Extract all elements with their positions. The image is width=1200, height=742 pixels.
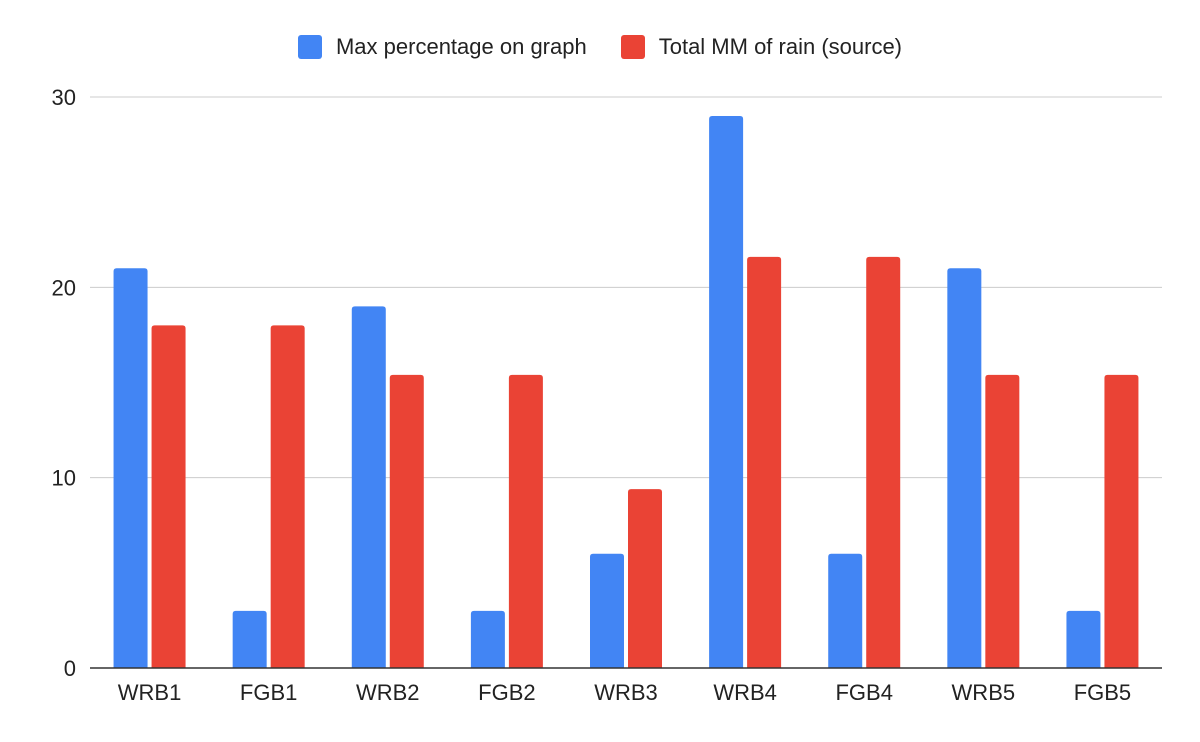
gridlines [90, 96, 1162, 479]
bar-wrb4-series-2 [747, 256, 782, 668]
bar-fgb1-series-2 [270, 325, 305, 668]
x-category-label: FGB5 [1074, 680, 1131, 705]
x-category-label: WRB4 [713, 680, 777, 705]
bar-wrb1-series-1 [113, 268, 148, 668]
y-tick-label-30: 30 [52, 85, 76, 110]
legend: Max percentage on graph Total MM of rain… [0, 34, 1200, 60]
x-category-label: WRB1 [118, 680, 182, 705]
bar-wrb2-series-1 [351, 306, 386, 668]
bar-wrb3-series-1 [590, 553, 624, 668]
x-category-label: WRB5 [952, 680, 1016, 705]
bar-fgb4-series-2 [866, 256, 901, 668]
x-category-label: FGB4 [835, 680, 892, 705]
y-tick-label-0: 0 [64, 656, 76, 681]
bar-fgb1-series-1 [232, 610, 267, 668]
bars [113, 116, 1139, 669]
bar-fgb2-series-2 [508, 374, 543, 668]
bar-fgb5-series-2 [1104, 374, 1139, 668]
x-category-label: FGB2 [478, 680, 535, 705]
legend-swatch-total-rain [620, 35, 645, 59]
bar-fgb5-series-1 [1066, 610, 1101, 668]
x-category-label: WRB3 [594, 680, 658, 705]
legend-item-total-rain: Total MM of rain (source) [620, 34, 903, 60]
legend-swatch-max-percentage [297, 35, 322, 59]
bar-wrb5-series-1 [947, 268, 982, 668]
bar-fgb4-series-1 [828, 553, 863, 668]
y-axis-ticks: 0 10 20 30 [52, 85, 76, 681]
bar-wrb1-series-2 [151, 325, 186, 668]
bar-wrb5-series-2 [985, 374, 1020, 668]
bar-wrb2-series-2 [389, 374, 424, 668]
y-tick-label-20: 20 [52, 275, 76, 300]
bar-wrb3-series-2 [628, 489, 662, 668]
legend-label-total-rain: Total MM of rain (source) [658, 34, 903, 59]
y-tick-label-10: 10 [52, 466, 76, 491]
legend-item-max-percentage: Max percentage on graph [297, 34, 587, 60]
legend-label-max-percentage: Max percentage on graph [335, 34, 587, 59]
x-category-label: WRB2 [356, 680, 420, 705]
x-category-label: FGB1 [240, 680, 297, 705]
x-axis-categories: WRB1 FGB1 WRB2 FGB2 WRB3 WRB4 FGB4 WRB5 … [118, 680, 1131, 705]
bar-fgb2-series-1 [470, 610, 505, 668]
bar-wrb4-series-1 [709, 116, 744, 669]
